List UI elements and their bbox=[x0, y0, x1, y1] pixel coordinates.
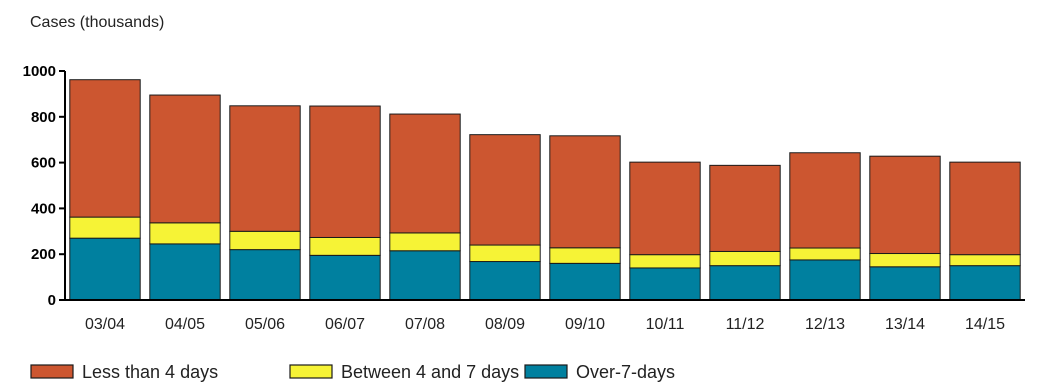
bar-segment-less-than-4-days-04-05 bbox=[149, 94, 221, 224]
y-tick-label: 200 bbox=[31, 246, 56, 263]
bar-segment-between-4-and-7-days-06-07 bbox=[309, 236, 381, 256]
bar-segment-less-than-4-days-12-13 bbox=[789, 152, 861, 249]
legend-swatch-between-4-and-7-days bbox=[289, 364, 333, 379]
bar-segment-between-4-and-7-days-13-14 bbox=[869, 253, 941, 268]
x-tick-label: 07/08 bbox=[405, 316, 445, 333]
y-tick-label: 1000 bbox=[23, 63, 56, 80]
bar-segment-less-than-4-days-08-09 bbox=[469, 134, 541, 246]
x-ticks-layer: 03/04 04/05 05/06 06/07 07/08 08/09 09/10 10/11… bbox=[85, 316, 1005, 333]
bar-segment-less-than-4-days-07-08 bbox=[389, 113, 461, 234]
bar-segment-less-than-4-days-14-15 bbox=[949, 161, 1021, 256]
bar-segment-less-than-4-days-06-07 bbox=[309, 105, 381, 238]
x-tick-label: 05/06 bbox=[245, 316, 285, 333]
bar-segment-between-4-and-7-days-14-15 bbox=[949, 254, 1021, 267]
bar-segment-less-than-4-days-11-12 bbox=[709, 164, 781, 252]
bar-segment-less-than-4-days-10-11 bbox=[629, 161, 701, 256]
bar-segment-between-4-and-7-days-04-05 bbox=[149, 222, 221, 245]
bar-segment-less-than-4-days-09-10 bbox=[549, 135, 621, 249]
x-tick-label: 14/15 bbox=[965, 316, 1005, 333]
bar-segment-less-than-4-days-05-06 bbox=[229, 105, 301, 232]
legend-label-less-than-4-days: Less than 4 days bbox=[82, 362, 218, 382]
y-tick-label: 800 bbox=[31, 109, 56, 126]
x-tick-label: 03/04 bbox=[85, 316, 125, 333]
bar-segment-over-7-days-08-09 bbox=[469, 261, 541, 301]
x-tick-label: 06/07 bbox=[325, 316, 365, 333]
bars-layer bbox=[69, 79, 1021, 301]
bar-segment-less-than-4-days-03-04 bbox=[69, 79, 141, 218]
legend-swatch-over-7-days bbox=[524, 364, 568, 379]
x-tick-label: 10/11 bbox=[646, 316, 685, 333]
bar-segment-between-4-and-7-days-03-04 bbox=[69, 216, 141, 239]
legend-swatch-less-than-4-days bbox=[30, 364, 74, 379]
bar-segment-over-7-days-12-13 bbox=[789, 259, 861, 301]
x-tick-label: 09/10 bbox=[565, 316, 605, 333]
bar-segment-between-4-and-7-days-09-10 bbox=[549, 247, 621, 264]
x-tick-label: 08/09 bbox=[485, 316, 525, 333]
bar-segment-over-7-days-06-07 bbox=[309, 254, 381, 301]
y-axis-title: Cases (thousands) bbox=[30, 14, 164, 31]
bar-segment-over-7-days-14-15 bbox=[949, 265, 1021, 301]
legend-label-over-7-days: Over-7-days bbox=[576, 362, 675, 382]
bar-segment-over-7-days-03-04 bbox=[69, 237, 141, 301]
x-tick-label: 04/05 bbox=[165, 316, 205, 333]
bar-segment-over-7-days-09-10 bbox=[549, 262, 621, 301]
bar-segment-over-7-days-05-06 bbox=[229, 249, 301, 301]
axes-layer bbox=[64, 71, 1025, 301]
x-tick-label: 13/14 bbox=[885, 316, 925, 333]
y-tick-label: 400 bbox=[31, 200, 56, 217]
bar-segment-between-4-and-7-days-05-06 bbox=[229, 230, 301, 251]
legend-label-between-4-and-7-days: Between 4 and 7 days bbox=[341, 362, 519, 382]
y-tick-label: 600 bbox=[31, 155, 56, 172]
bar-segment-over-7-days-11-12 bbox=[709, 265, 781, 301]
x-tick-label: 12/13 bbox=[805, 316, 845, 333]
x-tick-label: 11/12 bbox=[726, 316, 765, 333]
bar-segment-between-4-and-7-days-10-11 bbox=[629, 254, 701, 269]
bar-segment-between-4-and-7-days-08-09 bbox=[469, 244, 541, 263]
bar-segment-between-4-and-7-days-11-12 bbox=[709, 250, 781, 267]
bar-segment-over-7-days-04-05 bbox=[149, 243, 221, 301]
bar-segment-between-4-and-7-days-07-08 bbox=[389, 232, 461, 252]
bar-segment-between-4-and-7-days-12-13 bbox=[789, 247, 861, 261]
bar-segment-over-7-days-07-08 bbox=[389, 250, 461, 301]
bar-segment-over-7-days-10-11 bbox=[629, 267, 701, 301]
bar-segment-less-than-4-days-13-14 bbox=[869, 155, 941, 255]
y-ticks-layer: 0 200 400 600 800 1000 bbox=[23, 63, 65, 309]
bar-segment-over-7-days-13-14 bbox=[869, 266, 941, 301]
legend: Less than 4 days Between 4 and 7 days Over… bbox=[30, 362, 675, 382]
y-tick-label: 0 bbox=[48, 292, 56, 309]
